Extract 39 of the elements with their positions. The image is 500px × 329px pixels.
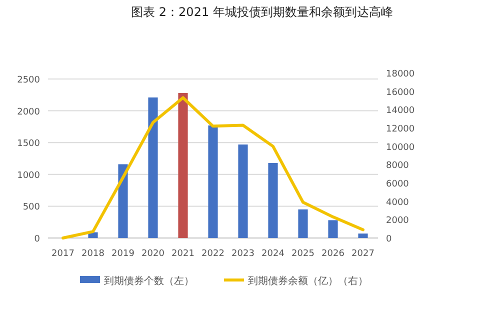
y2-tick-label: 8000 — [386, 161, 410, 172]
y-tick-label: 500 — [22, 202, 40, 213]
y-tick-label: 1000 — [17, 170, 40, 181]
x-tick-label: 2022 — [202, 249, 224, 259]
y2-tick-label: 14000 — [386, 106, 415, 116]
bar — [118, 164, 128, 238]
bar — [148, 97, 158, 238]
y2-tick-label: 2000 — [386, 216, 410, 226]
y2-tick-label: 18000 — [386, 70, 415, 80]
x-tick-label: 2017 — [52, 249, 74, 259]
x-tick-label: 2023 — [232, 249, 254, 259]
x-tick-label: 2026 — [322, 249, 345, 259]
x-tick-label: 2018 — [82, 249, 105, 259]
y2-tick-label: 0 — [386, 234, 392, 244]
y2-tick-label: 4000 — [386, 198, 410, 208]
x-tick-label: 2020 — [142, 249, 165, 259]
x-tick-label: 2024 — [262, 249, 285, 259]
chart-title: 图表 2：2021 年城投债到期数量和余额到达高峰 — [131, 5, 393, 19]
x-tick-label: 2025 — [292, 249, 314, 259]
legend-label: 到期债券个数（左） — [104, 275, 194, 287]
y2-tick-label: 6000 — [386, 180, 410, 190]
bar — [208, 125, 218, 238]
x-tick-label: 2019 — [112, 249, 135, 259]
y-tick-label: 2500 — [17, 76, 40, 86]
bar — [178, 92, 188, 238]
x-tick-label: 2027 — [352, 249, 374, 259]
y2-tick-label: 10000 — [386, 142, 415, 153]
bar — [328, 220, 338, 238]
bar — [268, 162, 278, 238]
y-tick-label: 0 — [34, 234, 40, 244]
y2-tick-label: 12000 — [386, 124, 415, 134]
bar — [298, 209, 308, 238]
y-tick-label: 2000 — [17, 107, 40, 118]
y-tick-label: 1500 — [17, 139, 40, 150]
bar — [238, 144, 248, 238]
y2-tick-label: 16000 — [386, 88, 415, 98]
bar — [358, 234, 368, 238]
x-tick-label: 2021 — [172, 249, 194, 259]
legend-label: 到期债券余额（亿）（右） — [248, 275, 368, 287]
